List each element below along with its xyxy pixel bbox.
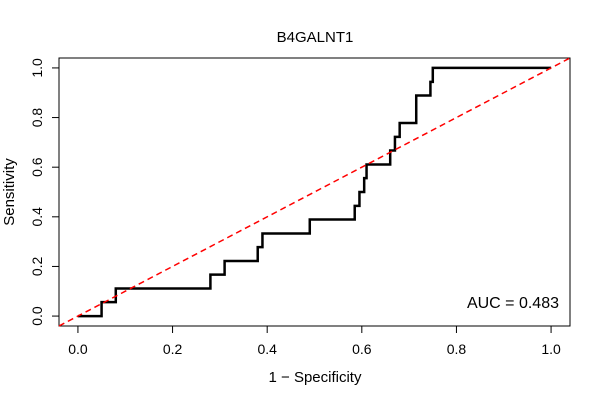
y-tick-label: 0.6 [29, 157, 45, 177]
reference-diagonal-line [58, 57, 571, 327]
series-layer [58, 57, 571, 327]
chart-title: B4GALNT1 [277, 29, 354, 46]
x-tick-label: 0.4 [257, 341, 277, 357]
x-tick-label: 0.0 [68, 341, 88, 357]
y-tick-label: 0.2 [29, 257, 45, 277]
y-tick-label: 0.0 [29, 306, 45, 326]
y-axis: 0.0 0.2 0.4 0.6 0.8 1.0 [29, 58, 60, 326]
x-tick-label: 1.0 [541, 341, 561, 357]
y-tick-label: 1.0 [29, 58, 45, 78]
y-tick-label: 0.4 [29, 207, 45, 227]
x-axis-label: 1 − Specificity [269, 369, 362, 386]
y-tick-label: 0.8 [29, 108, 45, 128]
x-tick-label: 0.6 [352, 341, 372, 357]
x-tick-label: 0.8 [447, 341, 467, 357]
x-axis: 0.0 0.2 0.4 0.6 0.8 1.0 [68, 325, 561, 357]
roc-curve-line [77, 66, 552, 318]
x-tick-label: 0.2 [163, 341, 183, 357]
y-axis-label: Sensitivity [1, 158, 18, 226]
auc-annotation: AUC = 0.483 [467, 295, 559, 312]
